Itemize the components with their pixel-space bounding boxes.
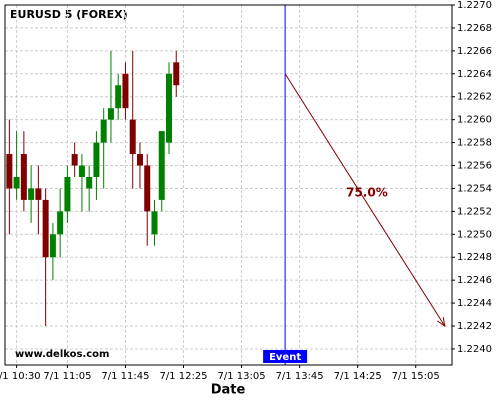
arrow-head [437, 317, 446, 328]
candle-body [122, 73, 129, 109]
plot-frame [4, 4, 453, 366]
candle-body [78, 165, 85, 177]
candle-body [20, 154, 27, 200]
candle-body [13, 176, 20, 189]
y-tick-label: 1.2260 [457, 115, 492, 126]
x-tick-label: 7/1 15:05 [392, 371, 440, 382]
x-axis-label: Date [211, 383, 246, 398]
candle-body [57, 211, 64, 235]
candle-body [165, 73, 172, 143]
y-tick-label: 1.2268 [457, 23, 492, 34]
candle-body [93, 142, 100, 177]
candle-body [144, 165, 151, 212]
event-label: Event [269, 352, 301, 363]
y-tick-label: 1.2242 [457, 321, 492, 332]
x-tick-label: 7/1 12:25 [159, 371, 207, 382]
candle-body [129, 119, 136, 155]
candle-body [86, 176, 93, 189]
candle-body [71, 154, 78, 166]
projection-arrow [284, 73, 446, 327]
chart-title: EURUSD 5 (FOREX) [10, 8, 128, 21]
x-tick-label: 7/1 10:30 [0, 371, 41, 382]
x-tick-label: 7/1 14:25 [334, 371, 382, 382]
y-tick-label: 1.2270 [457, 0, 492, 11]
projection-label: 75.0% [346, 185, 388, 199]
candle-body [151, 211, 158, 235]
event-box [263, 350, 308, 363]
candle-body [35, 188, 42, 200]
y-tick-label: 1.2244 [457, 298, 492, 309]
candle-body [64, 176, 71, 212]
candle-body [6, 154, 13, 189]
candle-body [100, 119, 107, 143]
candle-body [42, 199, 49, 258]
y-tick-label: 1.2252 [457, 206, 492, 217]
y-tick-label: 1.2248 [457, 252, 492, 263]
candle-body [28, 188, 35, 200]
y-tick-label: 1.2250 [457, 229, 492, 240]
y-tick-label: 1.2240 [457, 344, 492, 355]
candle-body [49, 234, 56, 258]
y-tick-label: 1.2258 [457, 138, 492, 149]
y-tick-label: 1.2256 [457, 161, 492, 172]
y-tick-label: 1.2266 [457, 46, 492, 57]
watermark: www.delkos.com [15, 349, 109, 360]
y-tick-label: 1.2262 [457, 92, 492, 103]
x-tick-label: 7/1 13:45 [276, 371, 324, 382]
candle-body [158, 131, 165, 200]
x-tick-label: 7/1 11:45 [101, 371, 149, 382]
candle-body [115, 85, 122, 109]
x-tick-label: 7/1 11:05 [43, 371, 91, 382]
candle-body [136, 154, 143, 166]
x-tick-label: 7/1 13:05 [218, 371, 266, 382]
y-tick-label: 1.2246 [457, 275, 492, 286]
candle-body [107, 108, 114, 120]
candle-body [173, 62, 180, 86]
y-tick-label: 1.2264 [457, 69, 492, 80]
y-tick-label: 1.2254 [457, 183, 492, 194]
